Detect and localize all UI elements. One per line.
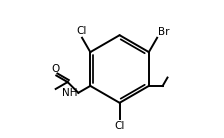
Text: Br: Br xyxy=(158,27,169,37)
Text: O: O xyxy=(52,64,60,74)
Text: NH: NH xyxy=(62,88,78,99)
Text: Cl: Cl xyxy=(114,121,125,131)
Text: Cl: Cl xyxy=(76,26,86,36)
